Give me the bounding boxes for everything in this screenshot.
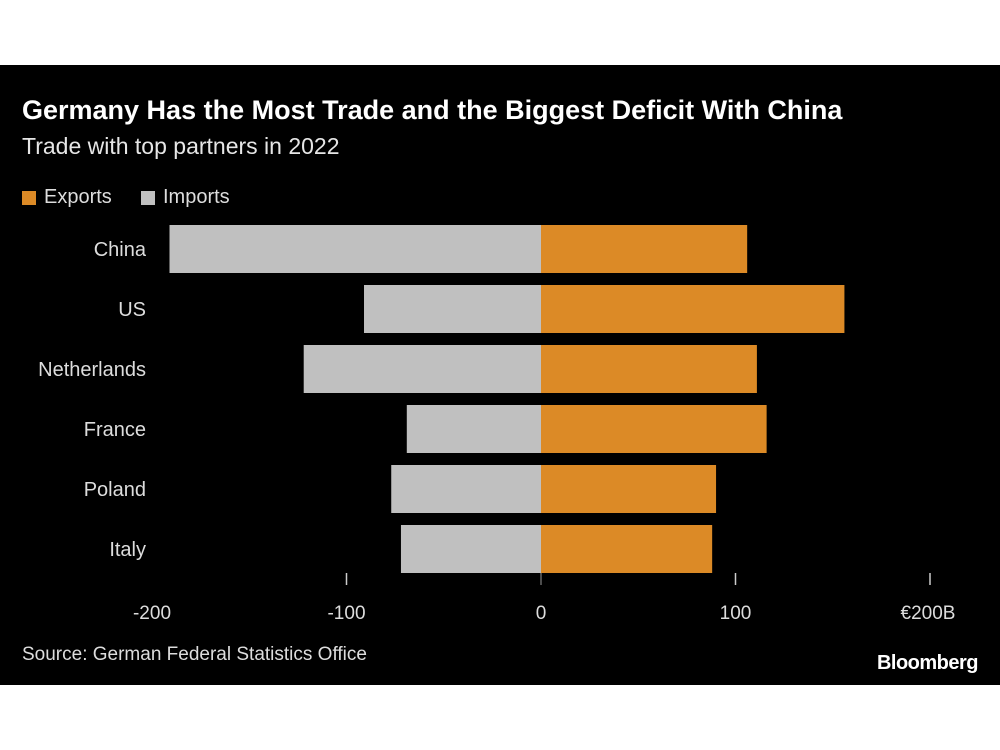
legend-label-imports: Imports	[163, 186, 230, 208]
bar-imports-poland	[391, 465, 541, 513]
bar-imports-france	[406, 405, 541, 453]
bar-exports-poland	[541, 465, 717, 513]
x-tick-label: 100	[720, 603, 752, 624]
source-note: Source: German Federal Statistics Office	[22, 644, 367, 665]
category-label: Netherlands	[38, 359, 146, 381]
bar-imports-us	[364, 285, 541, 333]
bar-exports-us	[541, 285, 845, 333]
category-label: France	[84, 419, 146, 441]
category-label: US	[118, 299, 146, 321]
bar-exports-china	[541, 225, 748, 273]
bar-exports-netherlands	[541, 345, 757, 393]
bar-imports-china	[169, 225, 541, 273]
x-tick-label: -200	[133, 603, 171, 624]
chart-panel: Germany Has the Most Trade and the Bigge…	[0, 65, 1000, 685]
chart-title: Germany Has the Most Trade and the Bigge…	[22, 95, 843, 125]
bar-imports-italy	[400, 525, 541, 573]
x-tick-label: -100	[327, 603, 365, 624]
bar-imports-netherlands	[303, 345, 541, 393]
plot-area: China US Netherlands France Poland Italy -200 -…	[38, 225, 956, 624]
bar-exports-italy	[541, 525, 713, 573]
x-tick-label: €200B	[901, 603, 956, 624]
legend-imports: Imports	[141, 186, 230, 209]
legend-exports: Exports	[22, 186, 112, 209]
bar-exports-france	[541, 405, 767, 453]
legend-swatch-imports	[141, 190, 155, 205]
category-label: China	[94, 239, 147, 261]
bloomberg-logo: Bloomberg	[876, 652, 979, 674]
category-label: Poland	[84, 479, 146, 501]
legend-label-exports: Exports	[44, 186, 112, 208]
x-tick-label: 0	[536, 603, 547, 624]
category-label: Italy	[109, 539, 146, 561]
chart-subtitle: Trade with top partners in 2022	[22, 133, 340, 159]
legend-swatch-exports	[22, 190, 36, 205]
